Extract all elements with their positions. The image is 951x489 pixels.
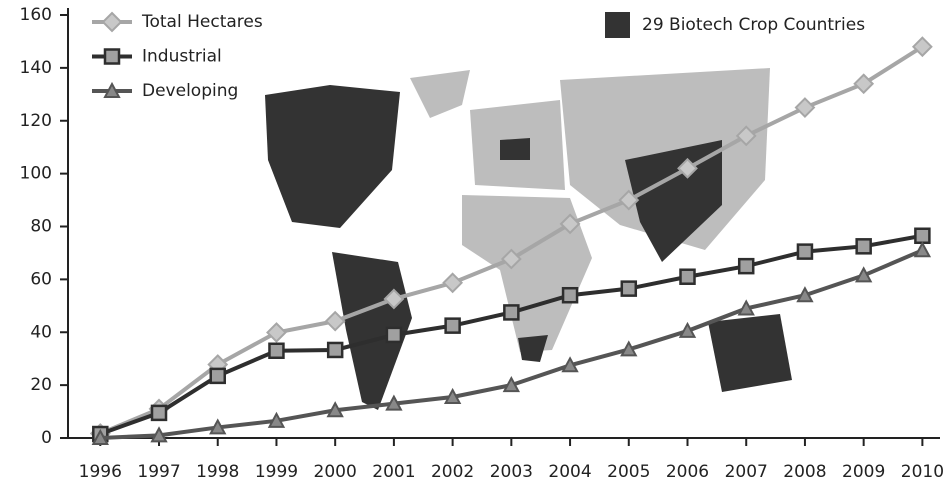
x-tick-label: 1999 <box>255 462 298 482</box>
marker <box>855 238 872 255</box>
x-tick-label: 2006 <box>666 462 709 482</box>
y-tick-label: 140 <box>20 58 52 78</box>
map-legend-label: 29 Biotech Crop Countries <box>642 15 865 35</box>
marker <box>502 376 521 393</box>
marker <box>443 387 462 405</box>
y-tick-label: 80 <box>30 217 52 237</box>
marker <box>385 326 403 344</box>
marker <box>267 411 286 428</box>
marker <box>326 401 344 418</box>
marker <box>854 266 873 283</box>
legend-marker <box>103 48 121 65</box>
marker <box>677 157 698 179</box>
legend-label: Total Hectares <box>141 12 263 32</box>
marker <box>796 243 814 260</box>
marker <box>503 304 520 321</box>
x-tick-label: 2007 <box>725 462 768 482</box>
legend-label: Industrial <box>142 47 222 67</box>
y-tick-label: 40 <box>30 322 52 342</box>
marker <box>618 189 640 211</box>
x-tick-label: 2001 <box>372 462 415 482</box>
y-tick-label: 0 <box>41 428 52 448</box>
marker <box>620 340 638 357</box>
marker <box>500 248 522 270</box>
marker <box>266 322 287 343</box>
marker <box>737 257 755 275</box>
marker <box>735 125 757 147</box>
marker <box>150 426 168 443</box>
marker <box>209 367 226 385</box>
marker <box>796 286 814 303</box>
marker <box>444 317 461 334</box>
map-legend-swatch <box>605 12 630 38</box>
x-tick-label: 2009 <box>842 462 885 482</box>
marker <box>561 356 579 373</box>
x-tick-label: 2004 <box>548 462 591 482</box>
marker <box>794 97 816 118</box>
x-tick-label: 2000 <box>314 462 357 482</box>
marker <box>442 272 464 294</box>
y-tick-label: 20 <box>30 375 52 395</box>
y-tick-label: 120 <box>20 111 52 131</box>
y-tick-label: 60 <box>30 269 52 289</box>
marker <box>324 310 346 332</box>
marker <box>150 404 168 422</box>
marker <box>679 268 696 285</box>
x-tick-label: 2005 <box>607 462 650 482</box>
legend-marker <box>103 81 121 98</box>
marker <box>853 73 875 95</box>
marker <box>737 299 755 316</box>
marker <box>559 213 581 235</box>
marker <box>914 227 931 245</box>
x-tick-label: 1996 <box>79 462 122 482</box>
y-tick-label: 160 <box>20 5 52 25</box>
marker <box>561 286 579 304</box>
marker <box>383 288 405 310</box>
marker <box>913 241 932 258</box>
x-tick-label: 2008 <box>783 462 826 482</box>
marker <box>326 341 344 359</box>
legend-marker <box>101 11 123 33</box>
x-tick-label: 2010 <box>901 462 944 482</box>
marker <box>385 394 403 411</box>
marker <box>91 428 109 445</box>
marker <box>678 321 697 338</box>
x-tick-label: 2002 <box>431 462 474 482</box>
y-tick-label: 100 <box>20 164 52 184</box>
world-map <box>265 68 792 410</box>
marker <box>268 342 285 360</box>
marker <box>911 36 933 58</box>
x-tick-label: 2003 <box>490 462 533 482</box>
x-tick-label: 1997 <box>137 462 180 482</box>
x-tick-label: 1998 <box>196 462 239 482</box>
marker <box>209 418 227 435</box>
legend-label: Developing <box>142 81 238 101</box>
marker <box>620 280 638 297</box>
